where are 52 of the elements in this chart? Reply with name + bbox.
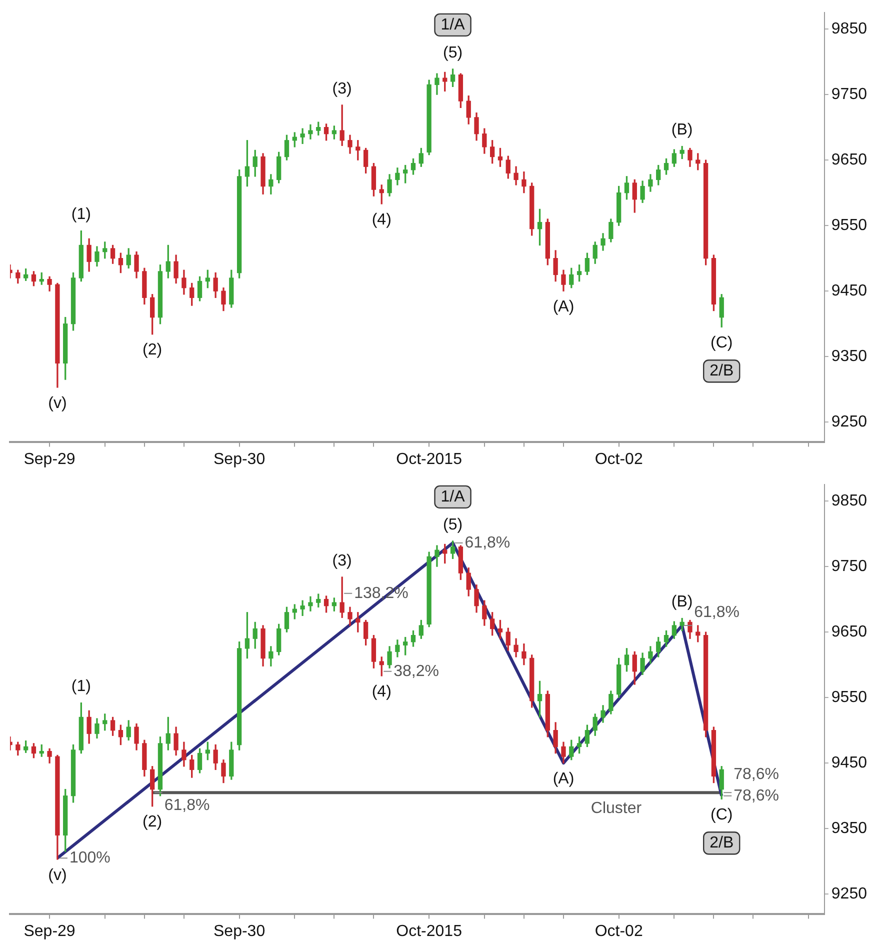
x-tick-label: Sep-29 — [24, 922, 76, 940]
y-tick-label: 9250 — [831, 414, 868, 431]
annotation: (C) — [710, 806, 733, 824]
y-tick-label: 9450 — [831, 282, 868, 300]
annotation: 78,6% — [734, 787, 779, 804]
annotation: (v) — [48, 394, 67, 412]
annotation: 38,2% — [394, 662, 439, 680]
annotation: (1) — [71, 206, 91, 224]
y-tick-label: 9350 — [831, 348, 868, 366]
y-tick-label: 9850 — [831, 20, 868, 38]
annotation: (v) — [48, 866, 67, 884]
y-tick-label: 9750 — [831, 558, 868, 575]
annotation: (C) — [710, 334, 733, 352]
y-tick-label: 9250 — [831, 886, 868, 903]
x-tick-label: Sep-30 — [214, 922, 266, 940]
annotation: 100% — [69, 850, 110, 867]
series-label: Cluster — [590, 800, 642, 817]
x-tick-label: Oct-2015 — [396, 922, 462, 940]
x-tick-label: Sep-29 — [24, 450, 76, 468]
annotation: (2) — [142, 342, 162, 359]
annotation: (3) — [332, 80, 352, 98]
x-tick-label: Oct-2015 — [396, 450, 462, 468]
y-tick-label: 9650 — [831, 623, 868, 640]
y-tick-label: 9550 — [831, 216, 868, 234]
annotation: (4) — [372, 683, 392, 700]
annotation: (A) — [552, 770, 574, 788]
y-tick-label: 9750 — [831, 86, 868, 103]
annotation: 61,8% — [694, 604, 740, 621]
annotation: 78,6% — [734, 766, 779, 783]
annotation: (3) — [332, 552, 352, 570]
annotation: (1) — [71, 678, 91, 696]
annotation: 2/B — [710, 834, 734, 852]
annotation: (A) — [552, 298, 574, 316]
annotation: 1/A — [440, 16, 466, 34]
y-tick-label: 9450 — [831, 754, 868, 772]
annotation: 2/B — [710, 362, 734, 380]
annotation: 1/A — [440, 488, 466, 506]
x-tick-label: Oct-02 — [594, 922, 643, 940]
x-tick-label: Oct-02 — [594, 450, 643, 468]
y-tick-label: 9850 — [831, 492, 868, 510]
annotation: (2) — [142, 814, 162, 831]
y-tick-label: 9350 — [831, 820, 868, 838]
y-tick-label: 9550 — [831, 688, 868, 706]
y-tick-label: 9650 — [831, 151, 868, 168]
annotation: (B) — [671, 122, 693, 139]
annotation: 61,8% — [164, 796, 210, 814]
annotation: (5) — [443, 44, 463, 62]
annotation: 61,8% — [464, 534, 510, 552]
x-tick-label: Sep-30 — [214, 450, 266, 468]
annotation: (4) — [372, 211, 392, 228]
annotation: (B) — [671, 594, 693, 611]
annotation: (5) — [443, 516, 463, 534]
